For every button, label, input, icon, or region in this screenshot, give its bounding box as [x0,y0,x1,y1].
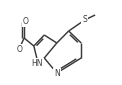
Text: O: O [22,17,28,26]
Text: HN: HN [31,59,43,68]
Text: N: N [54,69,60,78]
Text: O: O [17,45,23,53]
Text: S: S [82,15,87,24]
